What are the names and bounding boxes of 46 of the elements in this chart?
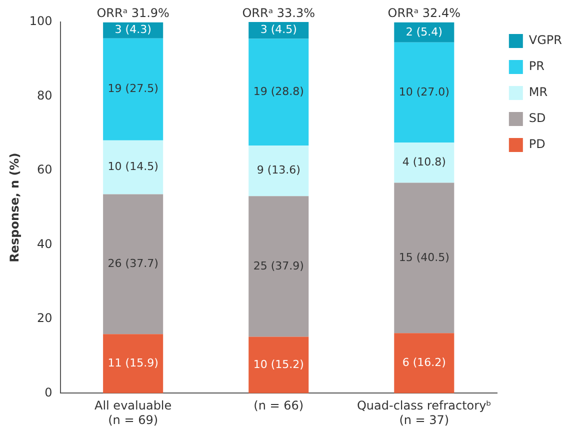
data-label: 9 (13.6) bbox=[256, 164, 300, 177]
bar bbox=[248, 196, 309, 337]
legend-label: SD bbox=[528, 111, 546, 126]
bar bbox=[394, 142, 454, 183]
bar bbox=[248, 336, 309, 394]
data-label: 3 (4.5) bbox=[260, 23, 297, 36]
data-label: 19 (27.5) bbox=[108, 82, 158, 96]
y-tick-label: 40 bbox=[37, 236, 52, 251]
bar bbox=[248, 38, 309, 146]
legend-label: PR bbox=[528, 59, 544, 74]
y-tick-label: 100 bbox=[29, 14, 52, 28]
bar bbox=[394, 182, 454, 334]
x-tick-label: (n = 66) bbox=[254, 398, 304, 413]
data-label: 25 (37.9) bbox=[253, 259, 304, 272]
y-axis-title: Response, n (%) bbox=[7, 152, 22, 262]
bar bbox=[103, 194, 164, 334]
data-label: 3 (4.3) bbox=[114, 23, 152, 36]
y-tick-label: 20 bbox=[37, 311, 52, 326]
legend-label: VGPR bbox=[528, 33, 562, 48]
data-label: 6 (16.2) bbox=[402, 356, 446, 369]
data-label: 11 (15.9) bbox=[108, 356, 158, 370]
bar bbox=[103, 38, 164, 140]
bar bbox=[103, 334, 164, 394]
y-tick-label: 0 bbox=[44, 385, 52, 400]
bar bbox=[394, 22, 454, 42]
x-tick-label: Quad-class refractoryᵇ (n = 37) bbox=[356, 398, 492, 427]
data-label: 2 (5.4) bbox=[406, 25, 442, 38]
annotation: ORRᵃ 31.9% bbox=[96, 6, 170, 20]
data-label: 4 (10.8) bbox=[402, 156, 446, 169]
data-label: 15 (40.5) bbox=[398, 250, 450, 264]
data-label: 10 (14.5) bbox=[108, 160, 158, 174]
annotation: ORRᵃ 33.3% bbox=[242, 6, 315, 20]
legend-label: PD bbox=[528, 137, 546, 152]
bar bbox=[103, 140, 164, 194]
data-label: 26 (37.7) bbox=[108, 257, 158, 270]
data-label: 10 (15.2) bbox=[253, 358, 304, 371]
data-label: 19 (28.8) bbox=[253, 85, 304, 98]
x-tick-label: All evaluable (n = 69) bbox=[94, 398, 172, 427]
bar bbox=[248, 146, 309, 196]
bar bbox=[394, 42, 454, 143]
bar bbox=[394, 333, 454, 394]
legend-label: MR bbox=[528, 85, 548, 100]
y-tick-label: 60 bbox=[37, 162, 52, 177]
annotation: ORRᵃ 32.4% bbox=[388, 6, 461, 20]
y-tick-label: 80 bbox=[37, 88, 52, 102]
data-label: 10 (27.0) bbox=[398, 85, 450, 98]
